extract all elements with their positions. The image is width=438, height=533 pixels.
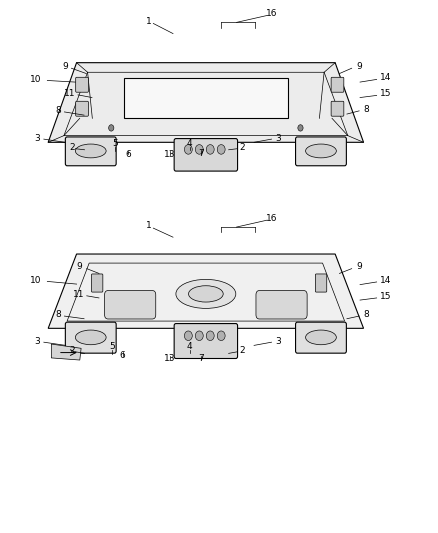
Ellipse shape [75,330,106,345]
Polygon shape [48,63,364,142]
Ellipse shape [75,144,106,158]
Text: 5: 5 [112,140,118,148]
Text: 15: 15 [380,90,391,98]
Polygon shape [51,344,81,360]
Text: 11: 11 [64,89,75,98]
Text: 3: 3 [34,134,40,142]
Text: 8: 8 [55,310,61,319]
Text: 5: 5 [109,343,115,351]
FancyBboxPatch shape [256,290,307,319]
Ellipse shape [298,125,303,131]
Text: 2: 2 [239,346,244,355]
Ellipse shape [217,144,225,154]
Ellipse shape [195,144,203,154]
FancyBboxPatch shape [65,137,116,166]
Text: 7: 7 [198,149,205,158]
FancyBboxPatch shape [174,139,237,171]
FancyBboxPatch shape [331,77,344,92]
Text: 8: 8 [363,105,369,114]
FancyBboxPatch shape [92,274,103,292]
Text: 10: 10 [30,75,42,84]
Text: 14: 14 [380,276,391,285]
Text: 8: 8 [55,106,61,115]
Text: 7: 7 [198,354,204,363]
Text: 8: 8 [363,310,369,319]
FancyBboxPatch shape [296,137,346,166]
Text: 3: 3 [276,134,282,142]
Text: 1: 1 [146,222,152,230]
Ellipse shape [206,144,214,154]
Text: 13: 13 [164,150,176,159]
Text: 1: 1 [146,17,152,26]
FancyBboxPatch shape [174,324,237,359]
Ellipse shape [206,331,214,341]
Polygon shape [124,78,288,118]
Text: 16: 16 [266,214,277,223]
Text: 15: 15 [380,292,391,301]
Ellipse shape [306,330,336,345]
Text: 9: 9 [356,262,362,271]
Ellipse shape [188,286,223,302]
FancyBboxPatch shape [315,274,327,292]
FancyBboxPatch shape [65,322,116,353]
Polygon shape [48,254,364,328]
Text: 3: 3 [34,337,40,345]
Ellipse shape [217,331,225,341]
Text: 9: 9 [62,62,68,70]
Text: 10: 10 [30,276,42,285]
FancyBboxPatch shape [76,101,88,116]
Text: 6: 6 [120,351,126,360]
Ellipse shape [184,331,192,341]
Text: 2: 2 [70,346,75,355]
Text: 6: 6 [125,150,131,158]
Text: 11: 11 [73,290,85,298]
FancyBboxPatch shape [76,77,88,92]
FancyBboxPatch shape [105,290,156,319]
FancyBboxPatch shape [331,101,344,116]
Text: 9: 9 [76,262,82,271]
Text: 16: 16 [266,10,277,18]
Text: 3: 3 [276,337,282,345]
Ellipse shape [195,331,203,341]
Text: 14: 14 [380,74,391,82]
Ellipse shape [109,125,114,131]
FancyBboxPatch shape [296,322,346,353]
Text: 2: 2 [239,143,244,152]
Text: 4: 4 [187,343,192,351]
Text: 9: 9 [356,62,362,70]
Text: 2: 2 [70,143,75,152]
Text: 4: 4 [187,139,192,148]
Ellipse shape [176,279,236,309]
Ellipse shape [184,144,192,154]
Text: 13: 13 [164,354,176,363]
Ellipse shape [306,144,336,158]
